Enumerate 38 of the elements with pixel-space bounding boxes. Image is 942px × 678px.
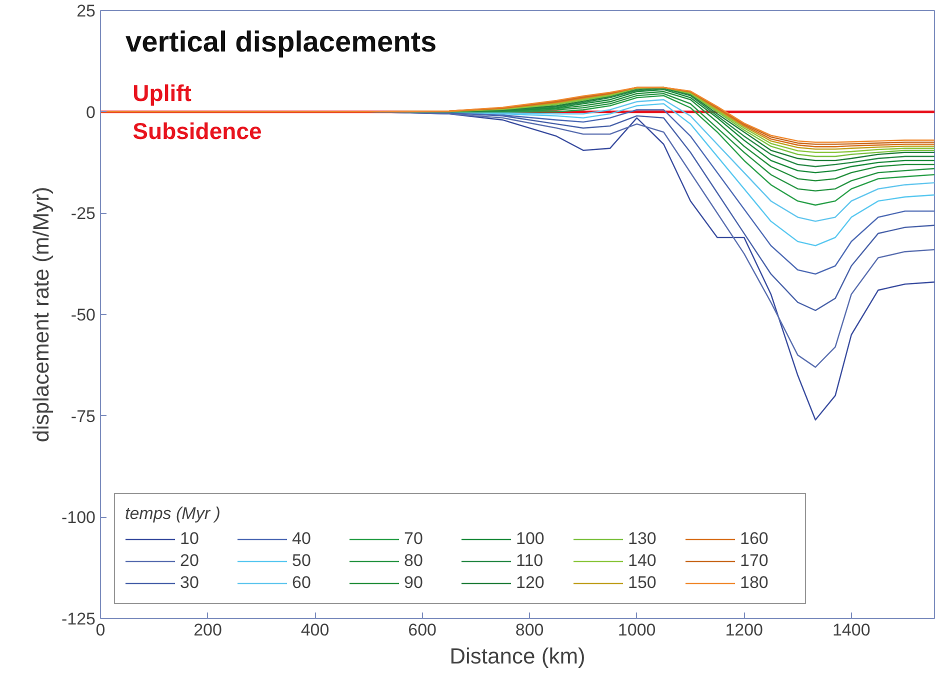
legend-label: 50: [292, 551, 312, 571]
legend-label: 160: [740, 529, 770, 549]
legend-label: 130: [628, 529, 658, 549]
legend-label: 150: [628, 573, 658, 593]
legend-label: 10: [180, 529, 200, 549]
legend-label: 120: [516, 573, 546, 593]
legend-label: 80: [404, 551, 424, 571]
x-axis-title: Distance (km): [450, 644, 586, 668]
text: vertical displacements: [126, 26, 437, 58]
legend-label: 110: [516, 551, 544, 571]
legend-title: temps (Myr ): [125, 504, 222, 524]
legend-label: 70: [404, 529, 424, 549]
annotation: Uplift: [132, 80, 192, 106]
y-tick-label: -100: [61, 508, 96, 528]
y-tick-label: -25: [70, 204, 96, 224]
legend-label: 170: [740, 551, 770, 571]
x-tick-label: 600: [408, 620, 436, 640]
x-tick-label: 1400: [832, 620, 870, 640]
x-tick-label: 400: [300, 620, 330, 640]
x-tick-label: 800: [515, 620, 544, 640]
y-axis-title: displacement rate (m/Myr): [28, 186, 54, 442]
x-tick-label: 200: [194, 620, 222, 640]
legend-label: 20: [180, 551, 200, 571]
x-tick-label: 1000: [618, 620, 656, 640]
legend-label: 180: [740, 573, 770, 593]
legend-label: 30: [180, 573, 200, 593]
y-tick-label: -75: [70, 406, 96, 426]
y-tick-label: -125: [61, 610, 96, 628]
legend-label: 40: [292, 529, 312, 549]
legend-label: 60: [292, 573, 312, 593]
legend-label: 100: [516, 529, 546, 549]
legend-label: 140: [628, 551, 658, 571]
y-tick-label: 0: [86, 102, 96, 122]
legend-label: 90: [404, 573, 424, 593]
y-tick-label: -50: [70, 306, 96, 324]
y-tick-label: 25: [76, 2, 96, 20]
annotation: Subsidence: [132, 118, 262, 144]
x-tick-label: 1200: [725, 620, 764, 640]
